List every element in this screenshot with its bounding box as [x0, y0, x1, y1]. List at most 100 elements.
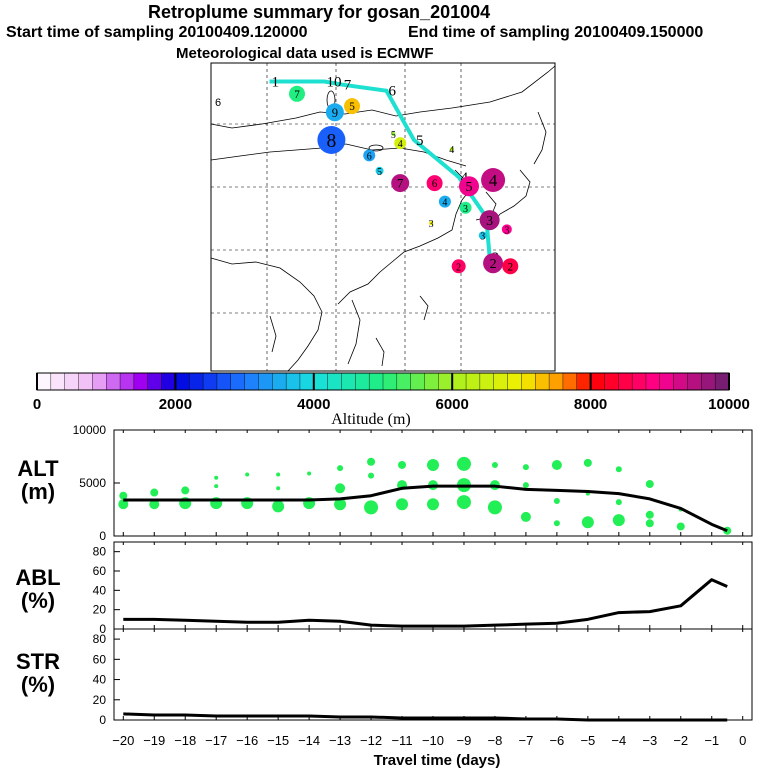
marker-day-label: 3 [504, 225, 509, 236]
altitude-particle [149, 499, 160, 510]
colorbar-tick-label: 6000 [436, 396, 469, 413]
x-tick-label: −14 [298, 733, 320, 748]
altitude-particle [398, 460, 407, 469]
altitude-marker [344, 98, 361, 115]
altitude-particle [427, 498, 439, 511]
altitude-marker [375, 166, 384, 175]
y-tick-label: 60 [93, 652, 107, 666]
colorbar-segment [659, 372, 675, 391]
map-stray-label: 6 [215, 97, 221, 109]
trajectory-day-label: 1 [271, 74, 279, 90]
altitude-marker [502, 258, 519, 275]
colorbar-segment [341, 372, 356, 391]
altitude-marker [449, 147, 454, 152]
colorbar-segment [175, 372, 190, 391]
colorbar-segment [368, 372, 384, 391]
altitude-marker [391, 174, 410, 193]
y-tick-label: 0 [99, 622, 106, 636]
x-tick-label: −18 [174, 733, 196, 748]
marker-day-label: 2 [490, 257, 497, 272]
colorbar-segment [216, 372, 232, 391]
marker-day-label: 5 [466, 180, 473, 195]
marker-day-label: 7 [397, 177, 403, 191]
altitude-particle [456, 456, 471, 471]
meteorological-data-label: Meteorological data used is ECMWF [176, 45, 434, 62]
colorbar-segment [161, 372, 176, 391]
colorbar-segment [424, 372, 439, 391]
x-tick-label: −12 [360, 733, 382, 748]
altitude-particle [522, 482, 529, 489]
colorbar-tick-labels: 0 2000 4000 6000 8000 10000 [33, 373, 750, 413]
y-tick-label: 80 [93, 545, 107, 559]
colorbar-segment [618, 372, 633, 391]
trajectory-line [269, 79, 492, 258]
y-tick-label: 40 [93, 583, 107, 597]
colorbar-segment [36, 372, 52, 391]
str-panel-label: STR [16, 649, 60, 674]
altitude-particle [307, 471, 312, 476]
marker-day-label: 4 [398, 139, 403, 150]
abl-series-line [123, 578, 728, 628]
altitude-particle [150, 488, 159, 497]
altitude-marker [483, 253, 504, 274]
colorbar-segment [258, 372, 273, 391]
altitude-marker [459, 201, 472, 214]
map-frame [210, 62, 556, 372]
marker-day-label: 2 [507, 261, 513, 273]
colorbar-segment [701, 372, 716, 391]
altitude-particle [583, 458, 592, 467]
x-tick-label: −6 [549, 733, 564, 748]
marker-day-label: 3 [480, 231, 485, 242]
colorbar-segment [465, 372, 481, 391]
marker-day-label: 5 [391, 130, 396, 141]
altitude-particle [522, 464, 529, 471]
altitude-marker [363, 149, 376, 162]
colorbar-tick-label: 0 [33, 396, 41, 413]
alt-panel-unit: (m) [21, 479, 55, 504]
trajectory-day-label: 10 [327, 74, 342, 90]
str-panel-frame [113, 628, 753, 721]
colorbar-segment [410, 372, 426, 391]
alt-panel: 0 5000 10000 [73, 423, 753, 543]
altitude-particle [581, 516, 594, 529]
x-tick-label: 0 [739, 733, 746, 748]
altitude-particle [364, 500, 379, 515]
marker-day-label: 7 [294, 89, 300, 101]
y-tick-label: 60 [93, 564, 107, 578]
y-tick-label: 80 [93, 632, 107, 646]
altitude-particle [181, 486, 190, 495]
colorbar-segment [299, 372, 315, 391]
y-tick-label: 10000 [73, 423, 107, 437]
altitude-particle [335, 483, 346, 494]
marker-day-label: 5 [349, 101, 355, 113]
colorbar-segment [313, 372, 329, 391]
altitude-particle [615, 499, 622, 506]
colorbar-segment [147, 372, 163, 391]
colorbar-segment [202, 372, 218, 391]
y-tick-label: 5000 [79, 476, 106, 490]
start-time-label: Start time of sampling 20100409.120000 [6, 24, 308, 41]
colorbar-tick-label: 8000 [574, 396, 607, 413]
altitude-particle [368, 472, 375, 479]
colorbar-segment [285, 372, 301, 391]
y-tick-label: 0 [99, 529, 106, 543]
colorbar-segment [590, 372, 605, 391]
altitude-marker [438, 195, 451, 208]
altitude-particle [645, 510, 654, 519]
colorbar-title: Altitude (m) [331, 411, 411, 428]
colorbar-segment [119, 372, 135, 391]
marker-day-label: 5 [377, 167, 382, 178]
altitude-particle [553, 498, 560, 505]
colorbar-segment [493, 372, 509, 391]
coastline-segment [210, 65, 556, 129]
altitude-particle [214, 475, 219, 480]
altitude-particle [491, 461, 498, 468]
x-tick-label: −2 [673, 733, 688, 748]
marker-day-label: 6 [367, 151, 372, 162]
colorbar-tick-label: 10000 [708, 396, 750, 413]
colorbar-segment [396, 372, 412, 391]
altitude-particle [427, 458, 439, 471]
altitude-marker [478, 231, 487, 240]
abl-panel: 0 20 40 60 80 [93, 541, 753, 636]
